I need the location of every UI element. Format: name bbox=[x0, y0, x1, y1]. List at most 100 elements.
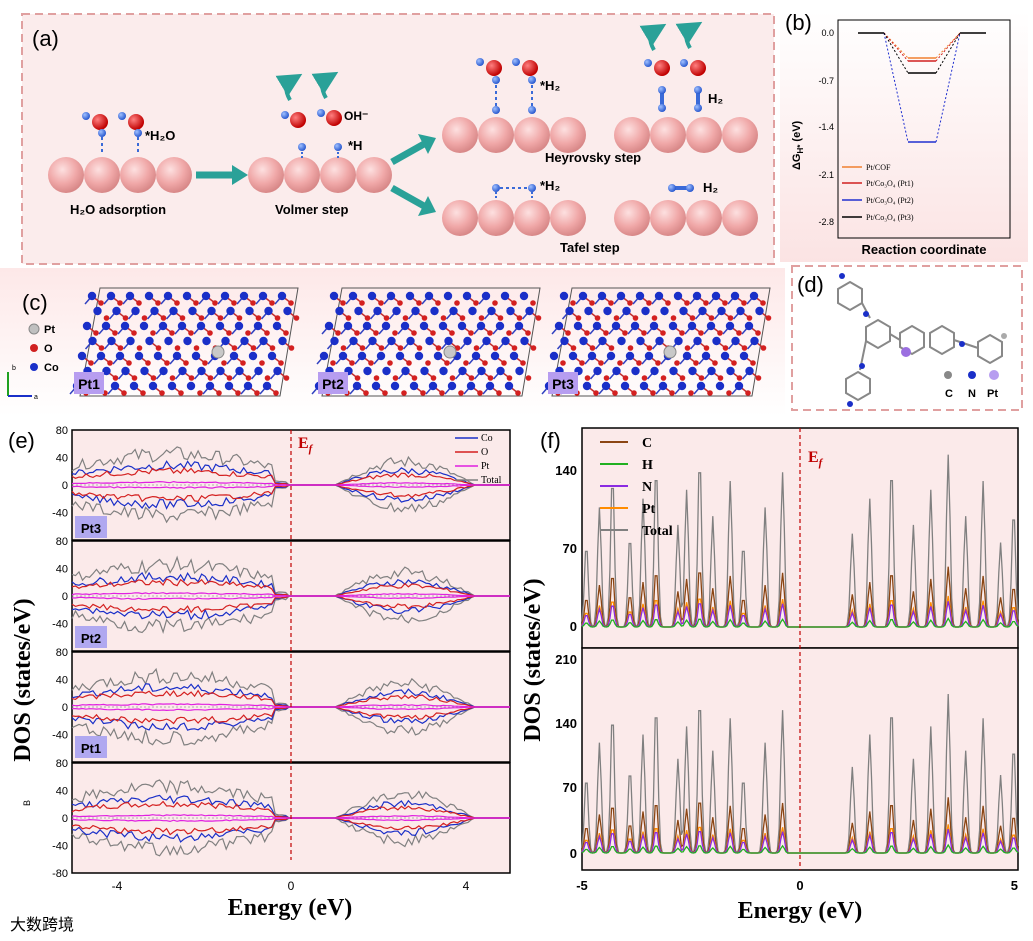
co-atom bbox=[674, 336, 683, 346]
co-atom bbox=[573, 321, 583, 331]
co-atom bbox=[660, 306, 669, 316]
o-atom bbox=[492, 300, 498, 306]
co-atom bbox=[226, 306, 235, 316]
co-atom bbox=[186, 381, 196, 391]
co-atom bbox=[731, 336, 740, 346]
energy-legend: Pt/COF Pt/Co₃O₄ (Pt1) Pt/Co₃O₄ (Pt2) Pt/… bbox=[842, 163, 914, 222]
o-atom bbox=[746, 315, 753, 321]
co-atom bbox=[476, 321, 486, 331]
co-atom bbox=[338, 351, 348, 361]
o-atom bbox=[406, 360, 412, 366]
heyrovsky-molecules bbox=[476, 21, 706, 114]
o-atom bbox=[593, 390, 599, 396]
o-atom bbox=[359, 345, 366, 351]
co-atom bbox=[277, 291, 287, 301]
o-atom bbox=[430, 375, 437, 381]
o-atom bbox=[98, 345, 105, 351]
co-atom bbox=[150, 306, 159, 316]
o-atom bbox=[430, 330, 436, 336]
o-atom bbox=[131, 330, 137, 336]
co-atom bbox=[235, 366, 244, 376]
co-atom bbox=[692, 291, 702, 301]
o-atom bbox=[515, 390, 521, 396]
co-atom bbox=[668, 321, 678, 331]
co-atom bbox=[725, 321, 735, 331]
o-atom bbox=[93, 330, 99, 336]
slab-label-pt1: Pt1 bbox=[78, 376, 100, 392]
co-atom bbox=[96, 351, 106, 361]
o-atom bbox=[382, 390, 388, 396]
e-ytick: -40 bbox=[52, 619, 68, 631]
co-atom bbox=[125, 291, 135, 301]
o-atom bbox=[717, 330, 723, 336]
o-atom bbox=[722, 300, 728, 306]
co-atom bbox=[717, 306, 726, 316]
pt-surface-adsorption bbox=[48, 157, 192, 193]
co-atom bbox=[349, 336, 358, 346]
o-atom bbox=[335, 330, 341, 336]
o-atom bbox=[707, 390, 713, 396]
co-atom bbox=[93, 306, 102, 316]
co-atom bbox=[77, 351, 87, 361]
o-atom bbox=[150, 330, 156, 336]
e-xlabel: Energy (eV) bbox=[228, 895, 353, 921]
svg-text:N: N bbox=[642, 480, 652, 495]
o-atom bbox=[373, 330, 379, 336]
svg-text:Pt: Pt bbox=[987, 388, 998, 400]
o-atom bbox=[703, 300, 709, 306]
o-atom bbox=[288, 300, 294, 306]
o-atom bbox=[506, 375, 513, 381]
svg-text:0: 0 bbox=[570, 846, 577, 861]
o-atom bbox=[525, 330, 531, 336]
co-atom bbox=[115, 351, 125, 361]
svg-text:-5: -5 bbox=[576, 878, 588, 893]
o-atom bbox=[383, 315, 390, 321]
o-atom bbox=[136, 300, 142, 306]
o-atom bbox=[708, 315, 715, 321]
svg-text:140: 140 bbox=[555, 716, 577, 731]
svg-text:O: O bbox=[481, 447, 488, 458]
co-atom bbox=[481, 291, 491, 301]
co-atom bbox=[196, 321, 206, 331]
o-atom bbox=[646, 300, 652, 306]
o-atom bbox=[454, 300, 460, 306]
o-atom bbox=[245, 375, 252, 381]
o-atom bbox=[231, 300, 237, 306]
co-atom bbox=[677, 381, 687, 391]
o-atom bbox=[254, 390, 260, 396]
co-atom bbox=[178, 366, 187, 376]
co-atom bbox=[330, 336, 339, 346]
co-atom bbox=[134, 351, 144, 361]
o-atom bbox=[392, 375, 399, 381]
co-atom bbox=[433, 351, 443, 361]
f-legend: C H N Pt Total bbox=[600, 436, 673, 539]
co-atom bbox=[578, 291, 588, 301]
svg-text:0: 0 bbox=[570, 619, 577, 634]
o-atom bbox=[760, 300, 766, 306]
o-atom bbox=[560, 360, 566, 366]
o-atom bbox=[641, 330, 647, 336]
co-atom bbox=[376, 351, 386, 361]
o-atom bbox=[169, 330, 175, 336]
o-atom bbox=[487, 330, 493, 336]
co-atom bbox=[112, 306, 121, 316]
co-atom bbox=[612, 366, 621, 376]
o-atom bbox=[679, 330, 685, 336]
co-atom bbox=[430, 306, 439, 316]
e-sub-b: B bbox=[22, 800, 32, 806]
o-atom bbox=[255, 315, 262, 321]
e-ytick: 40 bbox=[56, 675, 68, 687]
co-atom bbox=[506, 306, 515, 316]
o-atom bbox=[425, 360, 431, 366]
svg-text:-2.8: -2.8 bbox=[818, 217, 834, 227]
co-atom bbox=[485, 381, 495, 391]
co-atom bbox=[207, 306, 216, 316]
o-atom bbox=[520, 360, 526, 366]
co-atom bbox=[592, 321, 602, 331]
o-atom bbox=[278, 360, 284, 366]
unit-cell bbox=[321, 287, 541, 397]
o-atom bbox=[482, 360, 488, 366]
o-atom bbox=[760, 345, 767, 351]
co-atom bbox=[755, 306, 764, 316]
o-atom bbox=[273, 390, 279, 396]
